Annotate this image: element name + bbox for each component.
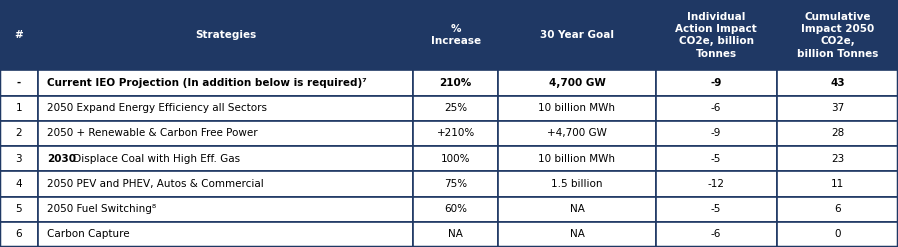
Text: +4,700 GW: +4,700 GW <box>547 128 607 139</box>
Text: 23: 23 <box>831 154 844 164</box>
Bar <box>498 146 656 171</box>
Text: 75%: 75% <box>445 179 467 189</box>
Bar <box>413 0 498 70</box>
Text: -5: -5 <box>711 204 721 214</box>
Text: Cumulative
Impact 2050
CO2e,
billion Tonnes: Cumulative Impact 2050 CO2e, billion Ton… <box>797 12 878 59</box>
Text: -9: -9 <box>711 128 721 139</box>
Text: 2050 + Renewable & Carbon Free Power: 2050 + Renewable & Carbon Free Power <box>47 128 258 139</box>
Text: 28: 28 <box>831 128 844 139</box>
Bar <box>656 121 777 146</box>
Bar <box>38 70 413 96</box>
Bar <box>777 146 898 171</box>
Bar <box>777 171 898 197</box>
Bar <box>656 222 777 247</box>
Bar <box>0 171 38 197</box>
Text: 37: 37 <box>831 103 844 113</box>
Text: 2050 Fuel Switching⁸: 2050 Fuel Switching⁸ <box>47 204 156 214</box>
Bar <box>38 222 413 247</box>
Bar <box>498 0 656 70</box>
Bar <box>777 70 898 96</box>
Text: 1: 1 <box>15 103 22 113</box>
Text: 3: 3 <box>15 154 22 164</box>
Bar <box>0 121 38 146</box>
Text: NA: NA <box>569 229 585 239</box>
Bar <box>498 171 656 197</box>
Bar <box>777 0 898 70</box>
Bar <box>777 96 898 121</box>
Bar <box>413 70 498 96</box>
Text: 210%: 210% <box>440 78 471 88</box>
Text: 10 billion MWh: 10 billion MWh <box>539 154 615 164</box>
Text: 43: 43 <box>830 78 845 88</box>
Bar <box>0 70 38 96</box>
Text: NA: NA <box>569 204 585 214</box>
Bar <box>413 146 498 171</box>
Text: 0: 0 <box>834 229 841 239</box>
Bar <box>0 222 38 247</box>
Text: 5: 5 <box>15 204 22 214</box>
Text: 60%: 60% <box>445 204 467 214</box>
Text: 30 Year Goal: 30 Year Goal <box>540 30 614 40</box>
Bar <box>777 197 898 222</box>
Bar <box>413 121 498 146</box>
Bar <box>38 0 413 70</box>
Bar <box>413 197 498 222</box>
Bar <box>656 197 777 222</box>
Text: 10 billion MWh: 10 billion MWh <box>539 103 615 113</box>
Bar <box>656 146 777 171</box>
Text: -5: -5 <box>711 154 721 164</box>
Bar <box>656 0 777 70</box>
Bar <box>38 171 413 197</box>
Bar <box>777 121 898 146</box>
Text: -9: -9 <box>710 78 722 88</box>
Text: 6: 6 <box>834 204 841 214</box>
Bar <box>413 222 498 247</box>
Text: 4,700 GW: 4,700 GW <box>549 78 605 88</box>
Bar <box>0 146 38 171</box>
Bar <box>38 146 413 171</box>
Bar <box>656 96 777 121</box>
Text: NA: NA <box>448 229 463 239</box>
Text: 6: 6 <box>15 229 22 239</box>
Text: 2: 2 <box>15 128 22 139</box>
Bar <box>38 197 413 222</box>
Text: -12: -12 <box>708 179 725 189</box>
Bar <box>498 96 656 121</box>
Text: 11: 11 <box>831 179 844 189</box>
Bar <box>498 70 656 96</box>
Bar <box>413 171 498 197</box>
Bar <box>498 222 656 247</box>
Bar <box>0 197 38 222</box>
Text: Current IEO Projection (In addition below is required)⁷: Current IEO Projection (In addition belo… <box>47 78 366 88</box>
Text: 2050 PEV and PHEV, Autos & Commercial: 2050 PEV and PHEV, Autos & Commercial <box>47 179 263 189</box>
Text: 2030: 2030 <box>47 154 75 164</box>
Text: #: # <box>14 30 23 40</box>
Bar <box>38 121 413 146</box>
Text: 2050 Expand Energy Efficiency all Sectors: 2050 Expand Energy Efficiency all Sector… <box>47 103 267 113</box>
Text: 1.5 billion: 1.5 billion <box>551 179 603 189</box>
Bar <box>413 96 498 121</box>
Bar <box>656 171 777 197</box>
Text: 25%: 25% <box>445 103 467 113</box>
Text: 100%: 100% <box>441 154 471 164</box>
Text: Individual
Action Impact
CO2e, billion
Tonnes: Individual Action Impact CO2e, billion T… <box>675 12 757 59</box>
Bar <box>777 222 898 247</box>
Bar <box>656 70 777 96</box>
Text: +210%: +210% <box>436 128 475 139</box>
Bar <box>498 121 656 146</box>
Text: Carbon Capture: Carbon Capture <box>47 229 129 239</box>
Text: 4: 4 <box>15 179 22 189</box>
Text: -6: -6 <box>711 103 721 113</box>
Bar <box>38 96 413 121</box>
Text: Strategies: Strategies <box>195 30 256 40</box>
Text: -6: -6 <box>711 229 721 239</box>
Bar <box>498 197 656 222</box>
Text: %
Increase: % Increase <box>431 24 480 46</box>
Text: -: - <box>17 78 21 88</box>
Text: Displace Coal with High Eff. Gas: Displace Coal with High Eff. Gas <box>70 154 240 164</box>
Bar <box>0 0 38 70</box>
Bar <box>0 96 38 121</box>
